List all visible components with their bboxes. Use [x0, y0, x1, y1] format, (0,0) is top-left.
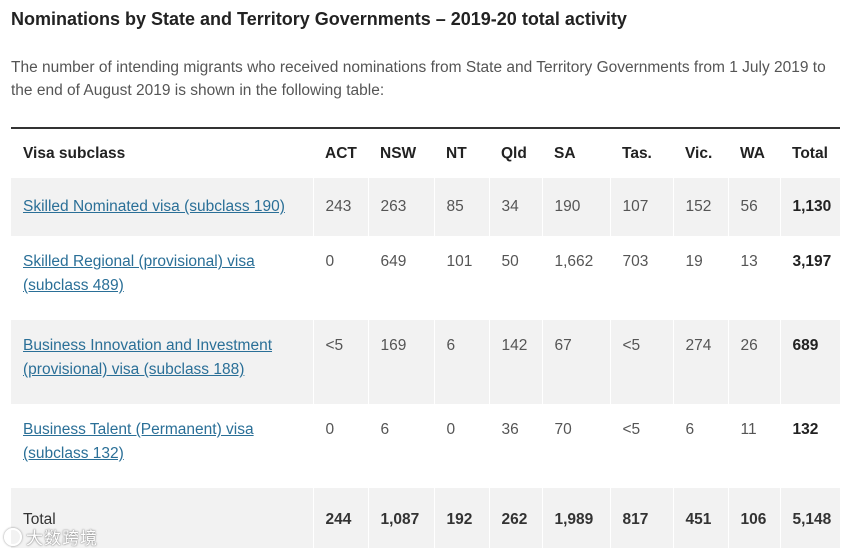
visa-link-subclass-489[interactable]: Skilled Regional (provisional) visa (sub…: [23, 253, 255, 294]
table-header-row: Visa subclass ACT NSW NT Qld SA Tas. Vic…: [11, 128, 840, 178]
value-cell: <5: [609, 404, 673, 488]
value-cell: 243: [312, 178, 368, 236]
visa-link-subclass-190[interactable]: Skilled Nominated visa (subclass 190): [23, 198, 285, 215]
value-cell: 262: [488, 488, 542, 548]
value-cell: 451: [672, 488, 728, 548]
col-header-sa: SA: [554, 144, 576, 162]
grand-total-cell: 5,148: [779, 488, 840, 548]
row-total-cell: 3,197: [779, 236, 840, 320]
value-cell: 101: [433, 236, 489, 320]
table-row: Skilled Regional (provisional) visa (sub…: [11, 236, 840, 320]
value-cell: 34: [488, 178, 542, 236]
value-cell: 107: [609, 178, 673, 236]
col-header-total: Total: [792, 144, 828, 162]
visa-link-subclass-188[interactable]: Business Innovation and Investment (prov…: [23, 337, 273, 378]
value-cell: <5: [312, 320, 368, 404]
col-header-wa: WA: [740, 144, 765, 162]
col-header-qld: Qld: [501, 144, 527, 162]
value-cell: 0: [433, 404, 489, 488]
table-row: Skilled Nominated visa (subclass 190) 24…: [11, 178, 840, 236]
col-header-vic: Vic.: [685, 144, 713, 162]
value-cell: 85: [433, 178, 489, 236]
value-cell: 1,662: [541, 236, 610, 320]
col-header-nt: NT: [446, 144, 467, 162]
value-cell: 649: [367, 236, 434, 320]
table-row: Business Innovation and Investment (prov…: [11, 320, 840, 404]
total-row-label: Total: [23, 511, 56, 528]
visa-cell: Business Talent (Permanent) visa (subcla…: [11, 404, 313, 488]
visa-cell: Skilled Nominated visa (subclass 190): [11, 178, 313, 236]
col-header-tas: Tas.: [622, 144, 652, 162]
value-cell: 70: [541, 404, 610, 488]
col-header-visa-subclass: Visa subclass: [23, 144, 126, 162]
value-cell: 703: [609, 236, 673, 320]
value-cell: 6: [367, 404, 434, 488]
visa-cell: Skilled Regional (provisional) visa (sub…: [11, 236, 313, 320]
watermark-logo-icon: [4, 528, 22, 546]
value-cell: 169: [367, 320, 434, 404]
intro-paragraph: The number of intending migrants who rec…: [11, 59, 826, 99]
visa-link-subclass-132[interactable]: Business Talent (Permanent) visa (subcla…: [23, 421, 254, 462]
value-cell: 67: [541, 320, 610, 404]
value-cell: 0: [312, 236, 368, 320]
row-total-cell: 1,130: [779, 178, 840, 236]
value-cell: 6: [433, 320, 489, 404]
table-total-row: Total 244 1,087 192 262 1,989 817 451 10…: [11, 488, 840, 548]
value-cell: <5: [609, 320, 673, 404]
value-cell: 26: [727, 320, 780, 404]
value-cell: 263: [367, 178, 434, 236]
value-cell: 0: [312, 404, 368, 488]
value-cell: 106: [727, 488, 780, 548]
value-cell: 36: [488, 404, 542, 488]
value-cell: 56: [727, 178, 780, 236]
value-cell: 142: [488, 320, 542, 404]
value-cell: 190: [541, 178, 610, 236]
row-total-cell: 689: [779, 320, 840, 404]
value-cell: 152: [672, 178, 728, 236]
row-total-cell: 132: [779, 404, 840, 488]
visa-cell: Business Innovation and Investment (prov…: [11, 320, 313, 404]
table-row: Business Talent (Permanent) visa (subcla…: [11, 404, 840, 488]
col-header-nsw: NSW: [380, 144, 417, 162]
watermark-text: 大数跨境: [26, 529, 98, 548]
value-cell: 6: [672, 404, 728, 488]
value-cell: 192: [433, 488, 489, 548]
nominations-table: Visa subclass ACT NSW NT Qld SA Tas. Vic…: [11, 127, 840, 548]
value-cell: 1,087: [367, 488, 434, 548]
value-cell: 1,989: [541, 488, 610, 548]
value-cell: 13: [727, 236, 780, 320]
value-cell: 817: [609, 488, 673, 548]
page-title: Nominations by State and Territory Gover…: [11, 9, 627, 29]
value-cell: 50: [488, 236, 542, 320]
value-cell: 19: [672, 236, 728, 320]
value-cell: 274: [672, 320, 728, 404]
value-cell: 244: [312, 488, 368, 548]
col-header-act: ACT: [325, 144, 357, 162]
watermark: 大数跨境: [4, 524, 98, 549]
value-cell: 11: [727, 404, 780, 488]
